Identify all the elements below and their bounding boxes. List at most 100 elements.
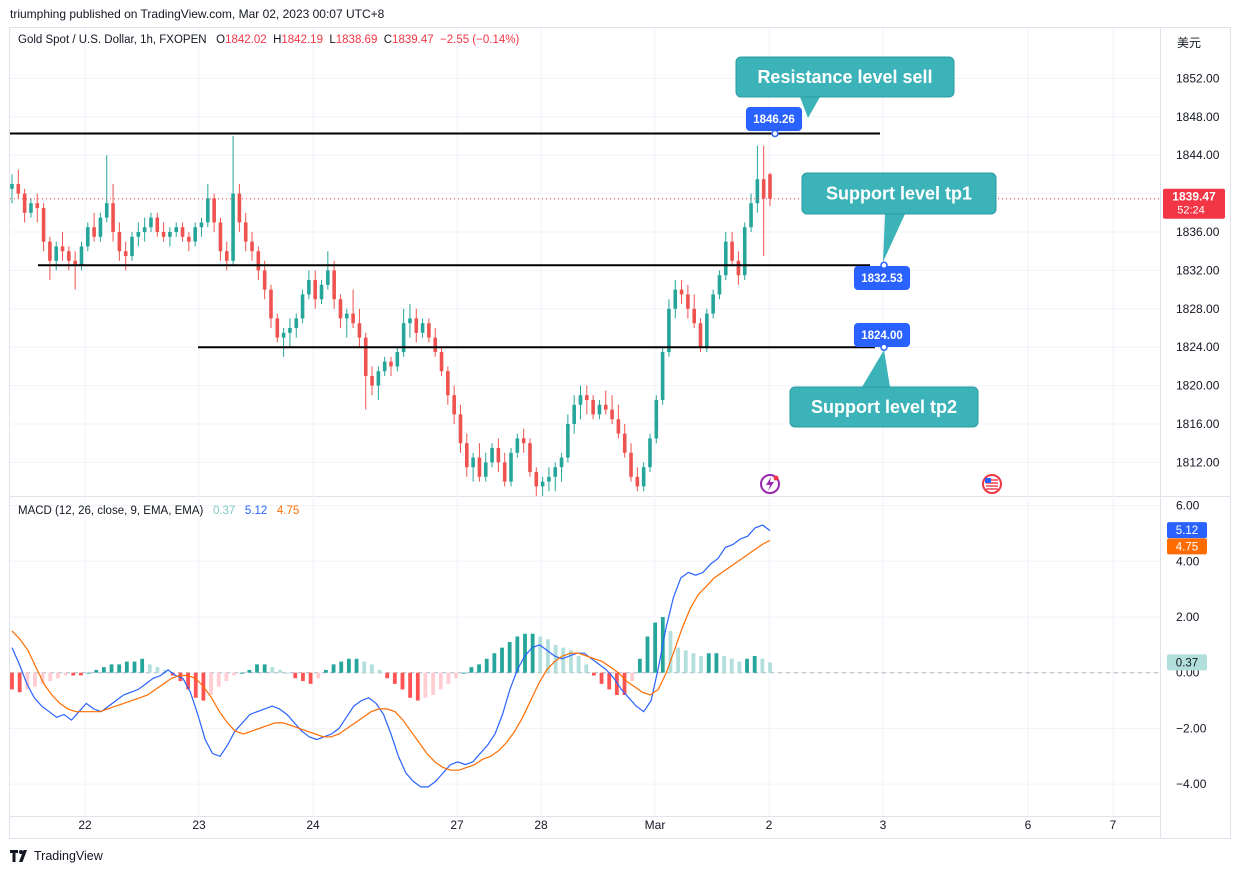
macd-histogram-bar [48, 672, 53, 682]
candle-body [357, 323, 362, 338]
level-anchor-dot [771, 129, 779, 138]
histogram-value-tag [1167, 654, 1207, 671]
candle-body [104, 203, 109, 218]
candle-body [427, 323, 431, 338]
macd-tick-label: 2.00 [1176, 610, 1200, 624]
macd-histogram-bar [729, 658, 734, 673]
candle-body [224, 251, 229, 261]
open-label: O [216, 34, 226, 46]
candle-body [79, 246, 84, 266]
candle-body [635, 476, 640, 487]
price-tick-label: 1824.00 [1176, 340, 1220, 354]
macd-histogram-bar [438, 672, 443, 690]
macd-histogram-bar [369, 664, 374, 673]
macd-histogram-bar [607, 672, 612, 690]
candle-body [692, 308, 696, 324]
candle-body [597, 404, 602, 415]
footer-brand[interactable]: TradingView [10, 849, 103, 863]
macd-histogram-bar [500, 647, 504, 673]
macd-histogram-bar [653, 622, 658, 673]
callout-tail [800, 97, 820, 118]
candle-body [98, 217, 103, 237]
candle-body [382, 361, 387, 372]
macd-histogram-bar [301, 672, 305, 682]
candle-body [161, 232, 166, 237]
publisher-caption: triumphing published on TradingView.com,… [10, 7, 385, 21]
macd-histogram-bar [239, 672, 244, 674]
price-tick-label: 1828.00 [1176, 302, 1220, 316]
candle-body [319, 284, 324, 300]
macd-histogram-bar [668, 630, 673, 673]
macd-title[interactable]: MACD (12, 26, close, 9, EMA, EMA) [18, 505, 204, 517]
callout-label: Support level tp1 [826, 184, 972, 204]
currency-label[interactable]: 美元 [1177, 36, 1202, 50]
macd-histogram-bar [79, 672, 83, 676]
candle-body [420, 323, 425, 333]
candle-body [313, 280, 317, 300]
candle-body [218, 222, 223, 252]
candle-body [22, 193, 27, 213]
callout-tail [862, 350, 890, 387]
macd-histogram-bar [117, 664, 122, 673]
candle-body [73, 260, 77, 266]
macd-histogram-bar [33, 672, 37, 687]
change-value: −2.55 (−0.14%) [440, 34, 520, 46]
macd-histogram-bar [691, 653, 696, 673]
candle-body [35, 203, 40, 208]
callout-tail [883, 214, 905, 262]
candle-body [547, 476, 551, 482]
flag-canton [985, 478, 991, 483]
candle-body [477, 457, 482, 477]
event-dot-icon [773, 475, 779, 481]
macd-histogram-bar [591, 672, 596, 676]
macd-histogram-bar [699, 656, 703, 673]
close-label: C [383, 34, 393, 46]
candle-body [10, 184, 14, 189]
candle-body [705, 313, 709, 348]
macd-histogram-bar [714, 653, 719, 673]
candle-body [465, 443, 469, 468]
candle-body [180, 227, 185, 237]
level-price-badge [854, 323, 910, 347]
candle-body [269, 289, 273, 319]
candle-body [610, 409, 614, 420]
level-price-badge [746, 107, 802, 131]
macd-histogram-bar [216, 672, 221, 687]
symbol-name[interactable]: Gold Spot / U.S. Dollar, 1h, FXOPEN [18, 34, 207, 46]
low-value: 1838.69 [335, 34, 378, 46]
candle-body [92, 227, 96, 237]
callout-box [789, 386, 979, 428]
symbol-legend: Gold Spot / U.S. Dollar, 1h, FXOPEN O184… [18, 34, 519, 46]
candle-body [654, 400, 659, 439]
candle-body [414, 318, 419, 333]
macd-histogram-bar [193, 672, 198, 698]
candle-body [446, 371, 450, 396]
macd-tick-label: 6.00 [1176, 499, 1200, 513]
macd-histogram-bar [140, 658, 145, 673]
candle-body [67, 251, 71, 261]
macd-histogram-bar [630, 672, 635, 682]
candle-body [698, 323, 703, 348]
macd-histogram-bar [285, 672, 290, 674]
candle-body [717, 275, 722, 295]
candle-body [496, 448, 501, 463]
macd-histogram-bar [722, 656, 726, 673]
candle-body [168, 232, 172, 237]
macd-histogram-bar [278, 669, 282, 673]
macd-histogram-bar [622, 672, 627, 695]
macd-histogram-bar [538, 636, 543, 673]
price-tick-label: 1832.00 [1176, 263, 1220, 277]
macd-histogram-bar [400, 672, 405, 690]
macd-histogram-bar [262, 664, 267, 673]
candle-body [490, 448, 494, 463]
candle-body [212, 198, 216, 223]
price-tick-label: 1836.00 [1176, 225, 1220, 239]
macd-histogram-bar [752, 656, 757, 673]
macd-histogram-bar [530, 633, 535, 673]
close-value: 1839.47 [392, 34, 434, 46]
countdown-value: 52:24 [1177, 205, 1205, 217]
macd-histogram-bar [737, 661, 742, 673]
callout-label: Resistance level sell [757, 67, 932, 87]
level-price-badge [854, 266, 910, 290]
